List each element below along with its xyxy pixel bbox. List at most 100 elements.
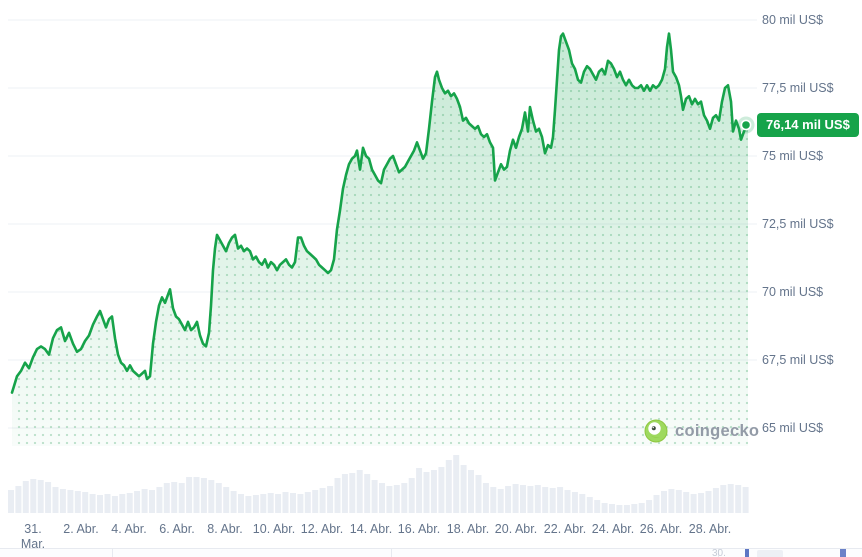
volume-bar bbox=[119, 494, 126, 513]
volume-bar bbox=[134, 491, 141, 513]
volume-bar bbox=[230, 491, 237, 513]
volume-bar bbox=[89, 494, 96, 513]
y-axis-label: 67,5 mil US$ bbox=[762, 353, 834, 367]
y-axis-label: 70 mil US$ bbox=[762, 285, 824, 299]
volume-bar bbox=[356, 470, 363, 513]
volume-bar bbox=[631, 504, 638, 513]
volume-bar bbox=[727, 484, 734, 513]
volume-bar bbox=[638, 503, 645, 513]
volume-bar bbox=[475, 475, 482, 513]
volume-bar bbox=[290, 493, 296, 513]
volume-bar bbox=[416, 468, 423, 513]
x-axis-label: 14. Abr. bbox=[349, 522, 393, 536]
volume-bar bbox=[586, 497, 593, 513]
volume-bar bbox=[171, 482, 178, 513]
x-axis-label: 22. Abr. bbox=[543, 522, 587, 536]
volume-bar bbox=[371, 480, 378, 513]
volume-bar bbox=[126, 493, 133, 513]
volume-bar bbox=[512, 484, 519, 513]
x-axis-label: 24. Abr. bbox=[591, 522, 635, 536]
volume-bar bbox=[579, 494, 586, 513]
watermark-text: coingecko bbox=[675, 421, 760, 440]
volume-bars[interactable] bbox=[0, 450, 760, 514]
navigator-date-label: 30. bbox=[712, 548, 726, 557]
volume-bar bbox=[111, 496, 118, 513]
volume-bar bbox=[490, 487, 497, 513]
volume-bar bbox=[616, 505, 623, 513]
volume-bar bbox=[712, 488, 719, 513]
volume-bar bbox=[482, 483, 489, 513]
volume-bar bbox=[468, 470, 474, 513]
volume-bar bbox=[564, 490, 571, 513]
volume-bar bbox=[327, 486, 334, 513]
volume-bar bbox=[341, 474, 348, 513]
volume-bar bbox=[238, 494, 244, 513]
volume-bar bbox=[460, 465, 467, 513]
navigator-strip[interactable]: 30. bbox=[0, 548, 862, 557]
navigator-divider bbox=[112, 549, 113, 557]
volume-bar bbox=[661, 491, 667, 513]
volume-bar bbox=[742, 487, 749, 513]
volume-bar bbox=[571, 492, 578, 513]
volume-bar bbox=[223, 487, 230, 513]
volume-bar bbox=[393, 485, 400, 513]
navigator-track[interactable] bbox=[757, 550, 783, 557]
volume-bar bbox=[178, 483, 185, 513]
scrollbar-fragment[interactable] bbox=[840, 549, 846, 557]
navigator-handle[interactable] bbox=[745, 549, 749, 557]
coingecko-watermark[interactable]: coingecko bbox=[644, 419, 759, 443]
x-axis-label: 12. Abr. bbox=[300, 522, 344, 536]
volume-bar bbox=[557, 487, 564, 513]
volume-bar bbox=[156, 487, 163, 513]
volume-bar bbox=[401, 483, 408, 513]
volume-bar bbox=[260, 494, 267, 513]
price-chart-plot[interactable] bbox=[0, 0, 760, 448]
volume-bar bbox=[705, 491, 712, 513]
volume-bar bbox=[386, 486, 393, 513]
y-axis-label: 80 mil US$ bbox=[762, 13, 824, 27]
volume-bar bbox=[149, 490, 155, 513]
volume-bar bbox=[720, 485, 727, 513]
volume-bar bbox=[215, 483, 222, 513]
volume-bar bbox=[379, 483, 385, 513]
volume-bar bbox=[30, 479, 37, 513]
volume-bar bbox=[653, 495, 660, 513]
volume-bar bbox=[319, 488, 326, 513]
volume-bar bbox=[267, 493, 274, 513]
volume-bar bbox=[430, 470, 437, 513]
y-axis-label: 77,5 mil US$ bbox=[762, 81, 834, 95]
volume-bar bbox=[52, 487, 59, 513]
volume-bar bbox=[193, 477, 200, 513]
volume-bar bbox=[141, 489, 148, 513]
volume-bar bbox=[364, 474, 371, 513]
volume-bar bbox=[312, 490, 319, 513]
volume-bar bbox=[275, 494, 282, 513]
x-axis-label: 26. Abr. bbox=[639, 522, 683, 536]
volume-bar bbox=[208, 480, 215, 513]
volume-bar bbox=[690, 494, 697, 513]
x-axis-label: 20. Abr. bbox=[494, 522, 538, 536]
volume-bar bbox=[82, 492, 89, 513]
volume-bar bbox=[683, 492, 690, 513]
volume-bar bbox=[675, 490, 682, 513]
volume-bar bbox=[297, 494, 304, 513]
volume-bar bbox=[609, 504, 615, 513]
x-axis-label: 28. Abr. bbox=[688, 522, 732, 536]
volume-bar bbox=[67, 490, 74, 513]
volume-bar bbox=[304, 492, 311, 513]
volume-bar bbox=[45, 482, 52, 513]
x-axis-label: 18. Abr. bbox=[446, 522, 490, 536]
volume-bar bbox=[423, 472, 430, 513]
price-line bbox=[10, 32, 750, 394]
volume-bar bbox=[623, 505, 630, 513]
volume-bar bbox=[549, 488, 556, 513]
volume-bar bbox=[104, 494, 111, 513]
x-axis-label: 31. Mar. bbox=[20, 522, 46, 551]
volume-bar bbox=[520, 485, 526, 513]
volume-bar bbox=[735, 485, 742, 513]
volume-bar bbox=[74, 491, 81, 513]
volume-bar bbox=[22, 481, 29, 513]
volume-bar bbox=[505, 486, 512, 513]
volume-bar bbox=[15, 486, 22, 513]
